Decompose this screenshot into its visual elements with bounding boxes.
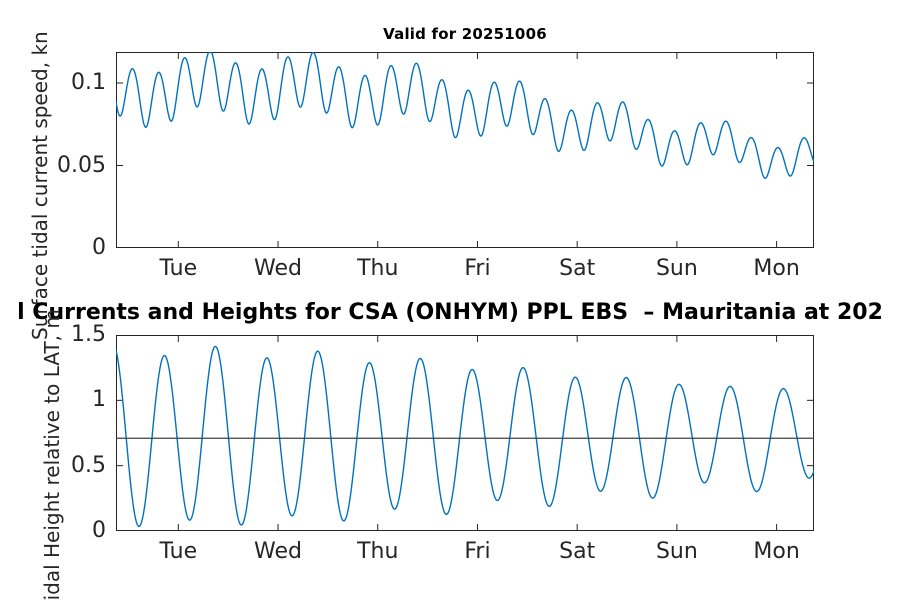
x-tick-label: Sun (655, 539, 698, 564)
x-tick-label: Mon (753, 256, 800, 281)
x-tick-label: Tue (159, 256, 198, 281)
tidal-height-chart (116, 335, 814, 531)
x-tick-label: Thu (357, 256, 399, 281)
x-tick-label: Fri (464, 539, 491, 564)
y-tick-label: 0.1 (71, 70, 106, 96)
y-tick-label: 1 (92, 387, 106, 413)
x-tick-label: Mon (753, 539, 800, 564)
x-tick-label: Tue (159, 539, 198, 564)
top-plot-title: Valid for 20251006 (383, 25, 547, 43)
height-curve (116, 345, 814, 528)
y-tick-label: 0.05 (57, 152, 106, 178)
x-tick-label: Fri (464, 256, 491, 281)
x-tick-label: Sun (655, 256, 698, 281)
x-tick-label: Sat (559, 256, 596, 281)
current-speed-chart (116, 52, 814, 248)
y-tick-label: 0 (92, 518, 106, 543)
y-tick-label: 0.5 (71, 452, 106, 478)
x-tick-label: Sat (559, 539, 596, 564)
y-tick-label: 1.5 (71, 322, 106, 347)
x-tick-label: Wed (254, 539, 303, 564)
tidal-height-y-axis-label: Tidal Height relative to LAT, m (40, 309, 64, 600)
bottom-plot-title: l Currents and Heights for CSA (ONHYM) P… (17, 300, 883, 325)
x-tick-label: Thu (357, 539, 399, 564)
y-tick-label: 0 (92, 235, 106, 260)
current-speed-y-axis-label: Surface tidal current speed, kn (28, 31, 52, 340)
speed-curve (116, 52, 814, 179)
x-tick-label: Wed (254, 256, 303, 281)
